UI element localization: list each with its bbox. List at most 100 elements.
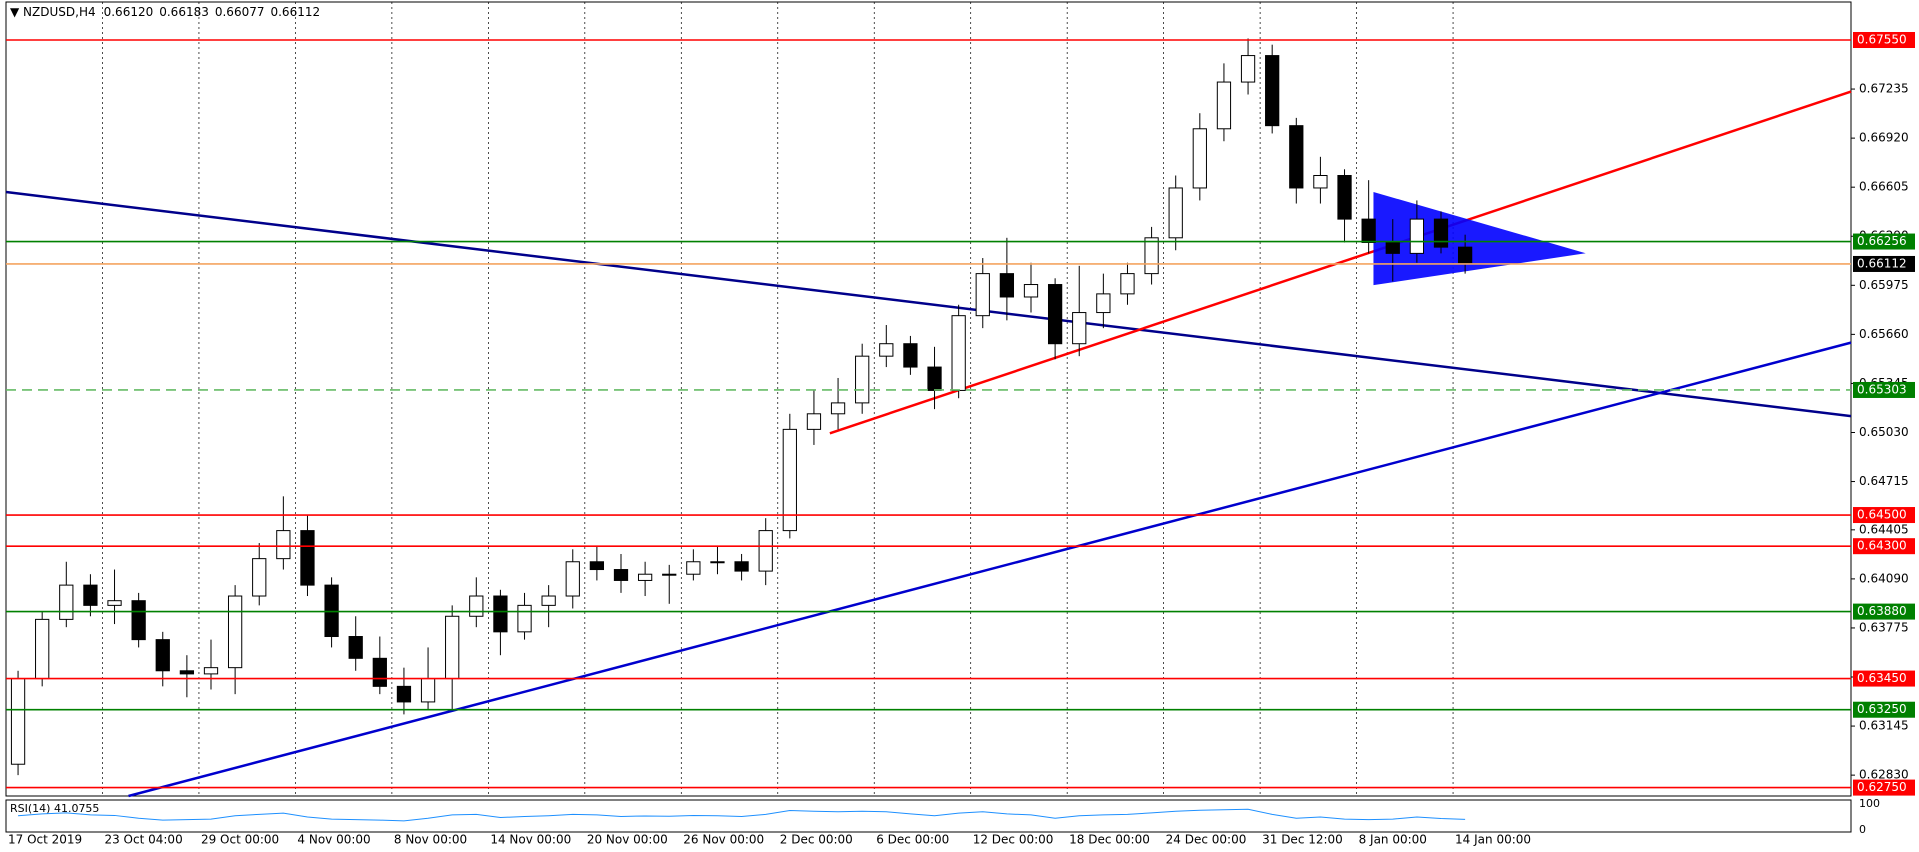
candle-body [493, 595, 508, 633]
trendline [128, 341, 1852, 798]
candle-body [975, 273, 990, 317]
x-tick-label: 31 Dec 12:00 [1262, 833, 1343, 847]
y-tick-label: 0.66920 [1859, 131, 1909, 145]
candle-body [710, 561, 725, 564]
candle-body [734, 561, 749, 572]
level-label-bg [1853, 603, 1915, 620]
y-tick-label: 0.62830 [1859, 768, 1909, 782]
candle-body [927, 366, 942, 391]
candle-body [999, 273, 1015, 298]
candle-body [1168, 187, 1183, 239]
y-tick-label: 0.63775 [1859, 620, 1909, 634]
level-label: 0.62750 [1857, 780, 1907, 794]
candle-body [1409, 218, 1425, 254]
y-tick-label: 0.65660 [1859, 327, 1909, 341]
candle-body [396, 685, 412, 703]
level-label: 0.66256 [1857, 234, 1907, 248]
rsi-line [18, 808, 1466, 822]
x-tick-label: 20 Nov 00:00 [587, 833, 668, 847]
candle-body [1192, 128, 1207, 189]
level-label: 0.64300 [1857, 539, 1907, 553]
candle-body [10, 678, 26, 765]
x-tick-label: 18 Dec 00:00 [1069, 833, 1150, 847]
candle-body [879, 343, 894, 357]
level-label-bg [1853, 538, 1915, 555]
candle-body [541, 595, 556, 606]
y-tick-label: 0.65975 [1859, 278, 1909, 292]
level-label-bg [1853, 255, 1915, 272]
candle-body [179, 670, 195, 675]
candle-body [806, 413, 822, 430]
x-tick-label: 23 Oct 04:00 [104, 833, 182, 847]
candle-body [59, 584, 74, 620]
candle-body [469, 595, 484, 617]
level-label-bg [1853, 701, 1915, 718]
candle-body [662, 573, 677, 576]
candle-body [203, 667, 219, 675]
level-label: 0.65303 [1857, 382, 1907, 396]
candle-body [1072, 312, 1087, 345]
y-tick-label: 0.64715 [1859, 474, 1909, 488]
candle-body [1385, 241, 1400, 254]
x-tick-label: 17 Oct 2019 [8, 833, 82, 847]
ohlc: 0.66120 [104, 5, 154, 19]
candle-body [1023, 284, 1039, 298]
candle-body [589, 561, 605, 571]
ohlc: 0.66077 [215, 5, 265, 19]
candle-body [445, 615, 460, 680]
level-label-bg [1853, 233, 1915, 250]
candle-body [951, 315, 966, 391]
ohlc: 0.66112 [270, 5, 320, 19]
level-label: 0.63450 [1857, 671, 1907, 685]
candle-body [830, 402, 846, 415]
level-label-bg [1853, 381, 1915, 398]
candle-body [1361, 218, 1376, 243]
level-label-bg [1853, 779, 1915, 796]
candle-body [1433, 218, 1449, 248]
y-tick-label: 0.64405 [1859, 522, 1909, 536]
y-tick-label: 0.65030 [1859, 425, 1909, 439]
candle-body [758, 530, 773, 572]
y-tick-label: 0.63145 [1859, 719, 1909, 733]
level-label: 0.66112 [1857, 256, 1907, 270]
y-tick-label: 0.64090 [1859, 571, 1909, 585]
candle-body [1047, 284, 1063, 345]
candle-body [855, 355, 870, 404]
x-tick-label: 2 Dec 00:00 [780, 833, 853, 847]
x-tick-label: 29 Oct 00:00 [201, 833, 279, 847]
symbol: NZDUSD,H4 [23, 5, 96, 19]
candle-body [1289, 125, 1304, 189]
y-tick-label: 0.66605 [1859, 180, 1909, 194]
candle-body [372, 657, 387, 687]
candle-body [83, 584, 98, 606]
level-label-bg [1853, 507, 1915, 524]
level-label: 0.67550 [1857, 33, 1907, 47]
header: ▼ NZDUSD,H4 0.66120 0.66183 0.66077 0.66112 [10, 5, 320, 19]
level-label: 0.63250 [1857, 702, 1907, 716]
x-tick-label: 8 Jan 00:00 [1359, 833, 1427, 847]
candle-body [107, 600, 122, 606]
candle-body [782, 428, 797, 532]
x-tick-label: 14 Nov 00:00 [490, 833, 571, 847]
candle-body [348, 636, 363, 659]
rsi-frame [5, 799, 1852, 833]
candle-body [1240, 55, 1256, 83]
x-tick-label: 24 Dec 00:00 [1166, 833, 1247, 847]
x-tick-label: 8 Nov 00:00 [394, 833, 467, 847]
candle-body [565, 561, 580, 597]
rsi-tick-label: 0 [1859, 823, 1866, 836]
rsi-tick-label: 100 [1859, 797, 1880, 810]
x-tick-label: 12 Dec 00:00 [973, 833, 1054, 847]
trendline [829, 90, 1852, 435]
candle-body [1313, 175, 1328, 189]
x-tick-label: 14 Jan 00:00 [1455, 833, 1531, 847]
rsi-label: RSI(14) 41.0755 [10, 802, 99, 815]
x-tick-label: 6 Dec 00:00 [876, 833, 949, 847]
candle-body [1337, 175, 1352, 220]
plot-frame [5, 1, 1852, 797]
x-tick-label: 26 Nov 00:00 [683, 833, 764, 847]
ohlc: 0.66183 [159, 5, 209, 19]
candle-body [1265, 55, 1280, 127]
pennant [1373, 192, 1586, 286]
candle-body [300, 530, 315, 586]
